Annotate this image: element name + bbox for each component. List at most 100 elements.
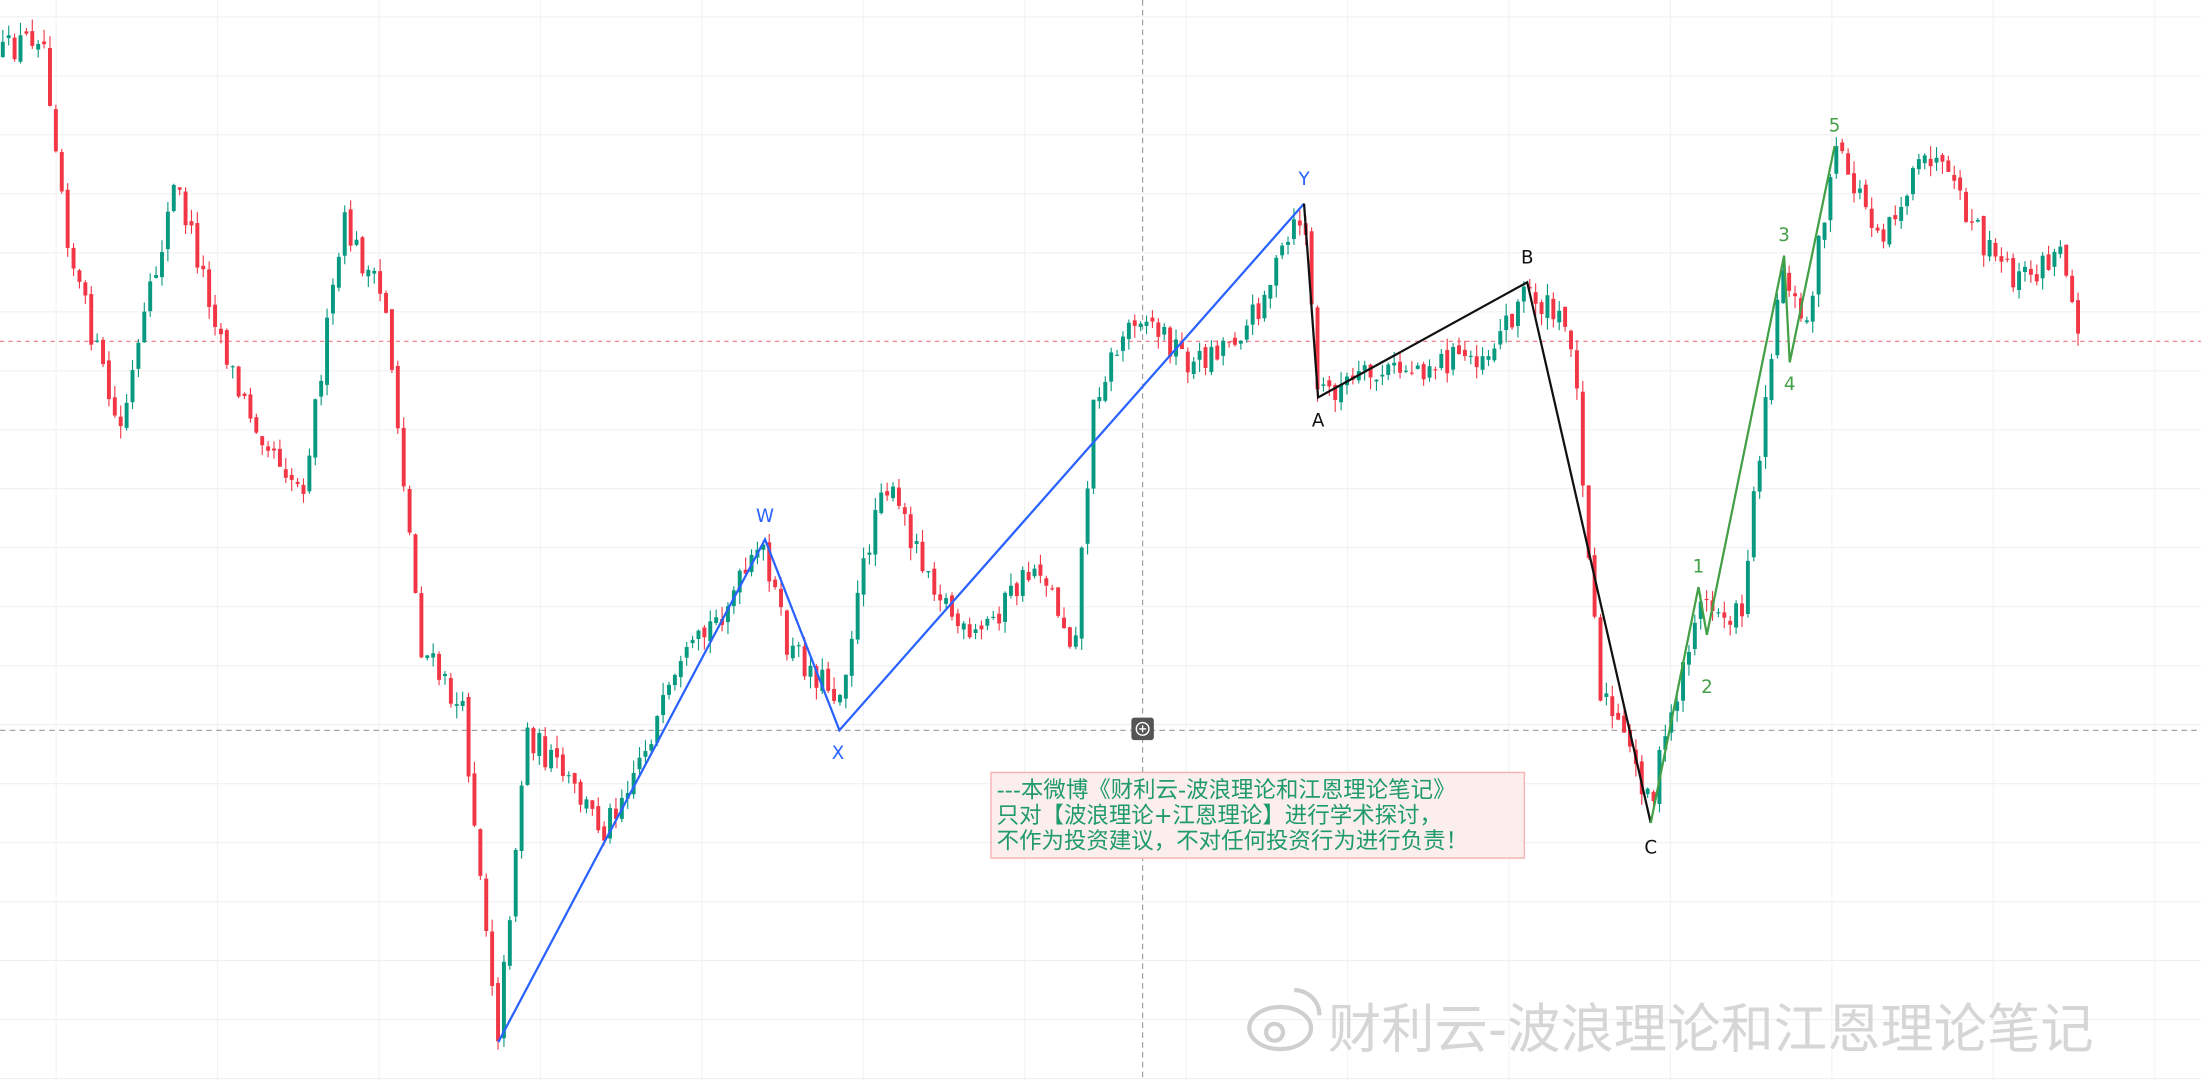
candle-body	[36, 44, 41, 50]
candle-body	[183, 191, 188, 226]
candle-body	[1910, 168, 1915, 195]
candle-body	[1928, 158, 1933, 167]
candle-body	[596, 806, 601, 831]
crosshair-button[interactable]	[1131, 717, 1154, 741]
candle-body	[537, 733, 542, 756]
wave-label: X	[832, 743, 845, 764]
candle-body	[277, 448, 282, 467]
candle-body	[1415, 365, 1420, 369]
candle-body	[1256, 303, 1261, 320]
candle-body	[1846, 153, 1851, 175]
candle-body	[1156, 322, 1161, 337]
candle-body	[1268, 284, 1273, 299]
candle-body	[684, 646, 689, 658]
wave-abc	[1302, 203, 1652, 824]
candle-body	[1975, 220, 1980, 222]
candle-body	[112, 397, 117, 416]
candle-body	[354, 239, 359, 245]
candle-body	[171, 184, 176, 211]
candle-body	[1132, 320, 1137, 326]
candle-body	[1144, 321, 1149, 326]
candle-body	[230, 366, 235, 368]
candle-body	[501, 961, 506, 1039]
candle-body	[330, 284, 335, 314]
candle-body	[1952, 175, 1957, 181]
candle-body	[1474, 356, 1479, 368]
candle-body	[955, 613, 960, 627]
candle-body	[1008, 585, 1013, 596]
candle-body	[1940, 154, 1945, 162]
candle-body	[566, 775, 571, 777]
candle-body	[1610, 696, 1615, 717]
candle-body	[779, 588, 783, 608]
wave-label: A	[1312, 410, 1325, 431]
candle-body	[1704, 598, 1709, 601]
candle-body	[1804, 320, 1809, 323]
candle-body	[1291, 219, 1296, 240]
candle-body	[1138, 323, 1143, 328]
candle-body	[325, 317, 330, 385]
candle-body	[979, 625, 984, 630]
candle-body	[165, 211, 170, 250]
candle-body	[608, 808, 613, 839]
candle-body	[160, 251, 164, 278]
candle-body	[1793, 293, 1798, 297]
candle-body	[1486, 356, 1491, 360]
candle-body	[1816, 235, 1821, 295]
candle-body	[1533, 292, 1538, 304]
candle-body	[944, 598, 949, 604]
candle-body	[1227, 341, 1232, 343]
candle-body	[2023, 266, 2027, 272]
candle-body	[425, 655, 430, 659]
candle-body	[1916, 159, 1921, 170]
candle-body	[1722, 612, 1727, 618]
candle-body	[1757, 460, 1762, 492]
candle-body	[413, 534, 418, 593]
candle-body	[737, 570, 742, 593]
candle-body	[790, 645, 795, 659]
candle-body	[1327, 380, 1332, 387]
candle-body	[12, 37, 17, 60]
candle-body	[1321, 384, 1326, 386]
candle-body	[1993, 242, 1998, 257]
candle-body	[101, 339, 105, 365]
candle-body	[1197, 350, 1202, 360]
candle-body	[1822, 222, 1827, 240]
candle-body	[578, 781, 583, 805]
candle-body	[938, 594, 943, 601]
candle-body	[6, 35, 11, 39]
note-line: 只对【波浪理论+江恩理论】进行学术探讨，	[997, 803, 1442, 829]
candle-body	[1462, 349, 1467, 357]
candle-body	[348, 209, 353, 246]
candle-body	[885, 491, 890, 496]
candle-body	[849, 638, 854, 676]
candle-body	[1386, 364, 1391, 375]
candle-body	[431, 653, 436, 658]
candle-body	[407, 489, 412, 533]
candle-body	[1050, 588, 1055, 590]
candle-body	[1893, 215, 1898, 220]
candle-body	[1840, 142, 1845, 152]
candle-body	[1580, 391, 1585, 486]
candle-body	[1551, 298, 1556, 320]
candle-body	[1445, 350, 1450, 374]
candle-body	[360, 237, 365, 274]
candle-body	[154, 275, 159, 278]
candle-body	[1692, 622, 1697, 650]
candle-body	[2040, 255, 2045, 279]
candle-body	[1439, 353, 1444, 368]
candle-body	[1368, 364, 1373, 378]
candle-body	[867, 552, 872, 555]
candle-body	[602, 826, 607, 841]
wave-wxy	[497, 202, 1305, 1043]
candle-body	[1775, 299, 1780, 356]
candle-body	[1498, 331, 1503, 345]
candle-body	[991, 616, 996, 618]
candle-body	[1297, 220, 1302, 226]
candle-body	[313, 399, 318, 458]
candle-body	[1645, 788, 1650, 795]
candle-body	[667, 684, 671, 695]
candle-body	[1126, 322, 1131, 340]
candle-body	[1026, 571, 1031, 581]
candle-body	[1881, 229, 1886, 242]
